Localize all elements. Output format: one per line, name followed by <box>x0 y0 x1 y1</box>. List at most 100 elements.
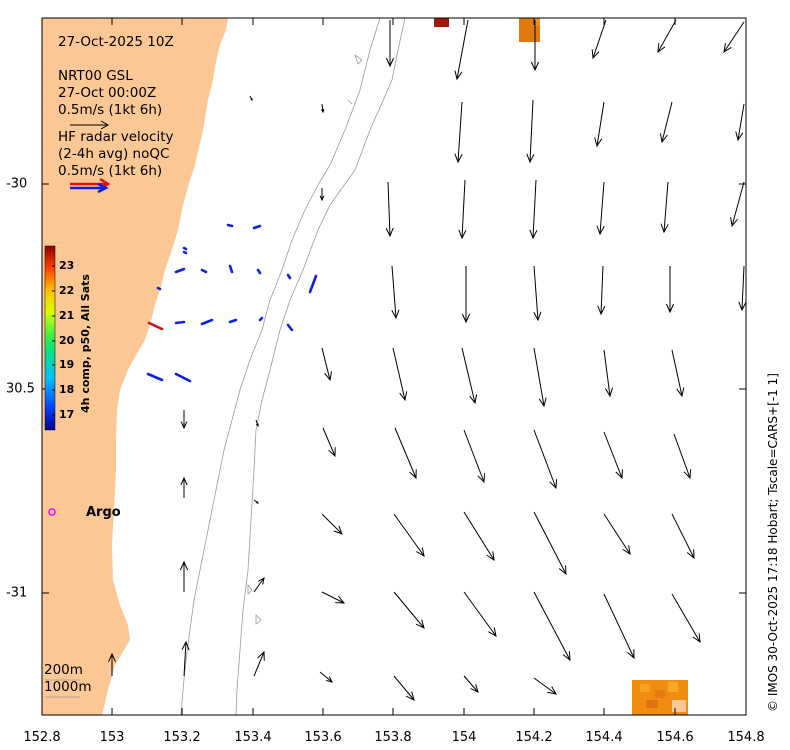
model-time-label: 27-Oct 00:00Z <box>58 85 157 101</box>
sst-patch-bottom <box>632 680 688 715</box>
colorbar-scale <box>44 245 56 431</box>
radar-vector <box>226 223 234 228</box>
radar-vector <box>174 320 186 325</box>
velocity-arrow <box>461 266 471 324</box>
sst-patch-top-left <box>434 18 449 27</box>
y-tick-label: -30 <box>6 176 28 192</box>
x-tick-label: 153.6 <box>304 730 342 745</box>
contour-200m <box>180 18 381 715</box>
velocity-arrow <box>249 95 253 102</box>
velocity-arrow <box>322 427 336 458</box>
velocity-arrow <box>321 513 343 535</box>
radar-title-label: HF radar velocity <box>58 129 174 145</box>
velocity-arrow <box>730 181 745 228</box>
radar-vector <box>256 268 262 275</box>
velocity-arrow <box>603 349 614 398</box>
velocity-arrow <box>319 671 333 683</box>
velocity-arrow <box>533 347 547 408</box>
velocity-arrow <box>657 19 677 54</box>
radar-vector <box>228 264 234 274</box>
velocity-arrow <box>671 349 685 398</box>
velocity-arrow <box>723 21 745 54</box>
radar-vector <box>156 286 162 291</box>
y-tick-label: 30.5 <box>6 381 35 397</box>
velocity-arrow <box>180 410 188 430</box>
colorbar-tick: 18 <box>59 383 75 396</box>
x-tick-label: 154.4 <box>585 730 623 745</box>
radar-vector <box>200 318 214 326</box>
model-name-label: NRT00 GSL <box>58 68 133 84</box>
land-mass <box>42 18 228 715</box>
velocity-arrow <box>458 179 467 240</box>
legend-radar-arrow <box>70 177 111 194</box>
velocity-arrow <box>320 103 325 114</box>
velocity-arrow <box>321 347 333 382</box>
velocity-arrow <box>660 181 669 234</box>
velocity-arrow <box>391 265 400 320</box>
velocity-arrow <box>533 677 557 695</box>
argo-float-marker[interactable] <box>48 508 56 516</box>
velocity-arrow <box>533 429 558 490</box>
velocity-arrow <box>738 265 747 312</box>
radar-vector <box>146 372 164 382</box>
x-tick-label: 154 <box>451 730 477 745</box>
radar-vector <box>174 372 192 383</box>
x-tick-label: 153 <box>99 730 125 745</box>
radar-vector-warm <box>147 321 164 331</box>
velocity-arrows <box>108 19 747 701</box>
velocity-arrow <box>179 560 189 592</box>
velocity-arrow <box>596 181 605 236</box>
radar-vector <box>286 323 294 332</box>
velocity-arrow <box>253 577 265 593</box>
velocity-arrow <box>665 266 675 314</box>
velocity-arrow <box>454 19 469 81</box>
velocity-arrow <box>533 591 571 662</box>
velocity-arrow <box>253 650 265 677</box>
radar-vector <box>286 273 292 280</box>
velocity-arrow <box>255 419 259 428</box>
velocity-arrow <box>671 593 701 644</box>
velocity-arrow <box>463 675 479 693</box>
credit-label: © IMOS 30-Oct-2025 17:18 Hobart; Tscale=… <box>766 373 780 712</box>
colorbar-tick: 19 <box>59 358 75 371</box>
velocity-arrow <box>385 20 395 68</box>
velocity-arrow <box>385 181 394 238</box>
velocity-arrow <box>603 431 623 480</box>
velocity-arrow <box>253 499 259 504</box>
depth-contours <box>180 18 406 715</box>
velocity-arrow <box>735 103 745 142</box>
velocity-arrow <box>321 591 346 604</box>
legend-model-arrow <box>70 120 110 130</box>
velocity-arrow <box>591 19 607 60</box>
contour-1000m <box>235 18 406 715</box>
velocity-arrow <box>181 640 190 677</box>
velocity-arrow <box>526 99 535 164</box>
radar-vector <box>200 268 208 274</box>
velocity-arrow <box>529 179 538 240</box>
model-scale-label: 0.5m/s (1kt 6h) <box>58 102 163 118</box>
x-tick-label: 154.8 <box>727 730 765 745</box>
sst-patches <box>434 18 688 715</box>
velocity-arrow <box>108 652 116 676</box>
date-label: 27-Oct-2025 10Z <box>58 34 174 50</box>
radar-vector <box>174 267 186 274</box>
colorbar-tick: 21 <box>59 309 75 322</box>
x-tick-label: 153.8 <box>374 730 412 745</box>
velocity-arrow <box>671 513 695 560</box>
velocity-arrow <box>463 429 485 484</box>
velocity-arrow <box>530 20 540 72</box>
velocity-arrow <box>454 101 463 164</box>
radar-vector <box>252 224 262 230</box>
x-tick-label: 154.2 <box>515 730 553 745</box>
velocity-arrow <box>393 513 425 557</box>
velocity-arrow <box>533 265 542 322</box>
velocity-arrow <box>392 347 408 402</box>
velocity-arrow <box>463 591 497 637</box>
velocity-arrow <box>393 591 425 629</box>
x-tick-label: 153.2 <box>163 730 201 745</box>
velocity-arrow <box>603 513 631 556</box>
radar-vector <box>308 274 318 294</box>
radar-scale-label: 0.5m/s (1kt 6h) <box>58 163 163 179</box>
velocity-arrow <box>594 101 605 148</box>
